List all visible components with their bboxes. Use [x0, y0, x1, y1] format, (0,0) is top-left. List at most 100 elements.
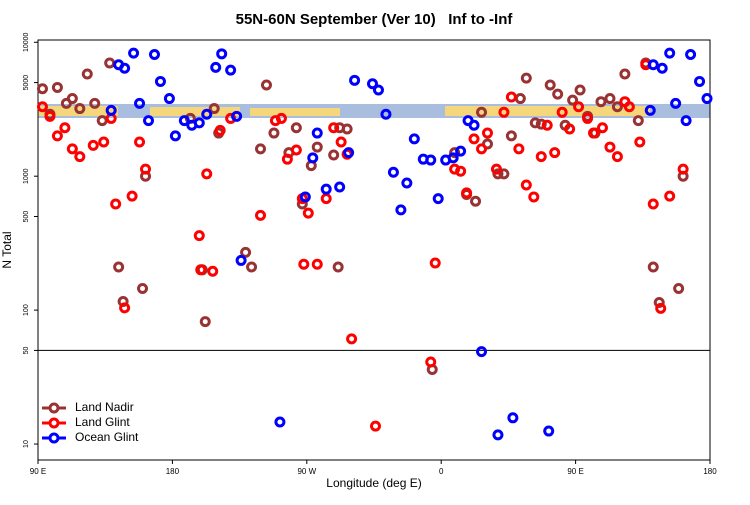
- data-point: [461, 187, 473, 199]
- data-point: [490, 163, 502, 175]
- data-point: [425, 154, 437, 166]
- data-point: [507, 412, 519, 424]
- data-point: [505, 91, 517, 103]
- data-point: [685, 49, 697, 61]
- data-point: [647, 198, 659, 210]
- data-point: [328, 149, 340, 161]
- data-point: [595, 96, 607, 108]
- data-point: [349, 74, 361, 86]
- data-point: [214, 124, 226, 136]
- map-land: [250, 108, 340, 116]
- data-point: [240, 246, 252, 258]
- data-point: [290, 122, 302, 134]
- data-point: [335, 136, 347, 148]
- data-point: [89, 97, 101, 109]
- data-point: [596, 122, 608, 134]
- plot-frame: [37, 39, 711, 461]
- data-point: [564, 123, 576, 135]
- data-point: [387, 166, 399, 178]
- data-point: [134, 136, 146, 148]
- legend-marker: [48, 417, 60, 429]
- x-tick-label: 90 E: [567, 467, 583, 476]
- data-point: [647, 59, 659, 71]
- data-point: [231, 110, 243, 122]
- data-point: [549, 147, 561, 159]
- data-point: [216, 48, 228, 60]
- data-point: [163, 93, 175, 105]
- data-point: [432, 193, 444, 205]
- legend-label: Land Nadir: [75, 400, 134, 414]
- data-point: [311, 127, 323, 139]
- data-point: [611, 101, 623, 113]
- y-tick-label: 10: [23, 440, 30, 448]
- data-point: [320, 183, 332, 195]
- data-point: [302, 207, 314, 219]
- data-point: [193, 117, 205, 129]
- data-point: [140, 163, 152, 175]
- data-point: [573, 101, 585, 113]
- data-point: [201, 108, 213, 120]
- data-point: [119, 302, 131, 314]
- data-point: [604, 141, 616, 153]
- data-point: [199, 316, 211, 328]
- data-point: [673, 283, 685, 295]
- data-point: [647, 261, 659, 273]
- data-point: [81, 68, 93, 80]
- data-point: [369, 420, 381, 432]
- data-point: [656, 62, 668, 74]
- data-point: [126, 190, 138, 202]
- data-point: [653, 296, 665, 308]
- y-tick-label: 5000: [23, 75, 30, 91]
- data-point: [341, 123, 353, 135]
- data-point: [113, 261, 125, 273]
- data-point: [677, 163, 689, 175]
- data-point: [311, 258, 323, 270]
- data-point: [582, 112, 594, 124]
- data-point: [298, 258, 310, 270]
- data-point: [119, 62, 131, 74]
- data-point: [543, 425, 555, 437]
- data-point: [178, 115, 190, 127]
- x-tick-label: 180: [166, 467, 180, 476]
- data-point: [246, 261, 258, 273]
- data-point: [655, 302, 667, 314]
- data-point: [664, 190, 676, 202]
- data-point: [367, 78, 379, 90]
- data-point: [380, 108, 392, 120]
- y-tick-label: 10000: [23, 32, 30, 52]
- data-point: [332, 261, 344, 273]
- data-point: [44, 110, 56, 122]
- data-point: [154, 75, 166, 87]
- data-point: [468, 119, 480, 131]
- data-point: [401, 177, 413, 189]
- data-point: [468, 133, 480, 145]
- data-point: [299, 191, 311, 203]
- data-point: [207, 265, 219, 277]
- data-point: [66, 143, 78, 155]
- data-point: [311, 141, 323, 153]
- data-point: [74, 151, 86, 163]
- data-point: [51, 130, 63, 142]
- data-point: [148, 49, 160, 61]
- data-point: [274, 416, 286, 428]
- data-point: [455, 145, 467, 157]
- data-point: [476, 106, 488, 118]
- legend-label: Ocean Glint: [75, 430, 139, 444]
- data-point: [470, 195, 482, 207]
- data-point: [290, 144, 302, 156]
- data-point: [268, 127, 280, 139]
- legend-marker: [48, 402, 60, 414]
- data-point: [644, 104, 656, 116]
- data-point: [680, 115, 692, 127]
- y-axis-label: N Total: [0, 231, 14, 268]
- data-point: [408, 133, 420, 145]
- data-point: [567, 94, 579, 106]
- data-point: [395, 204, 407, 216]
- legend-label: Land Glint: [75, 415, 130, 429]
- data-point: [520, 179, 532, 191]
- data-point: [476, 143, 488, 155]
- data-point: [110, 198, 122, 210]
- data-point: [670, 97, 682, 109]
- data-point: [328, 122, 340, 134]
